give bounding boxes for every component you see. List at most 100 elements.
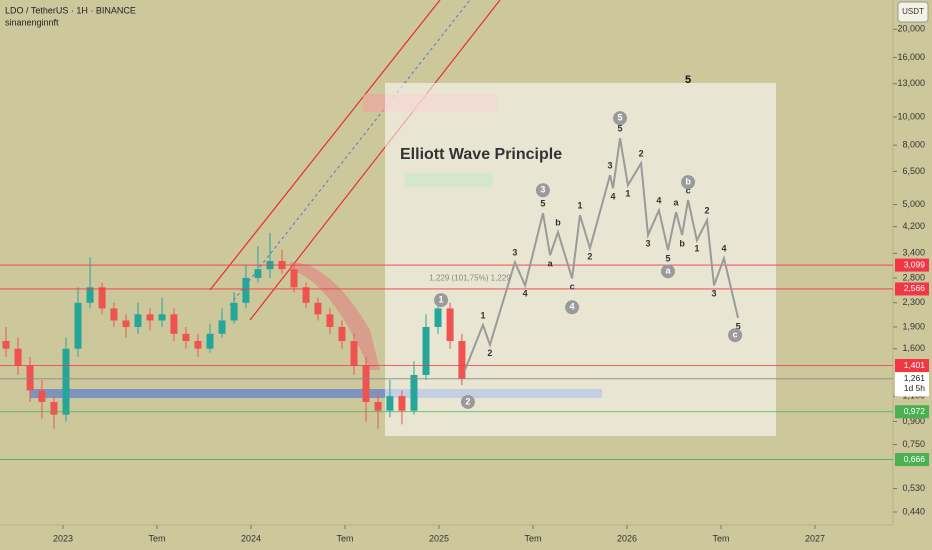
y-tick-label: 2,300	[902, 297, 925, 307]
wave-label: 4	[611, 192, 616, 202]
candle-body	[2, 341, 10, 349]
wave-label: 1	[480, 310, 485, 320]
y-tick-label: 16,000	[897, 52, 925, 62]
candle-body	[134, 314, 142, 327]
candle-body	[86, 287, 94, 303]
candle-body	[50, 401, 58, 415]
candle-body	[158, 314, 166, 321]
price-label-box	[895, 405, 929, 419]
x-tick-label: Tem	[524, 533, 541, 543]
wave-path	[463, 138, 740, 371]
candle-body	[458, 341, 466, 379]
y-tick-label: 0,900	[902, 416, 925, 426]
wave-circle	[613, 111, 628, 126]
currency-box[interactable]	[897, 1, 929, 23]
wave-label: 3	[512, 248, 517, 258]
y-tick-label: 6,500	[902, 166, 925, 176]
chart-title: LDO / TetherUS · 1H · BINANCE	[5, 5, 136, 15]
wave-label: 1	[694, 244, 699, 254]
candle-body	[242, 277, 250, 303]
candle-body	[374, 401, 382, 411]
channel-line	[249, 0, 501, 321]
candle-body	[410, 374, 418, 411]
y-tick-label: 20,000	[897, 24, 925, 34]
price-label-box	[895, 282, 929, 296]
wave-label: b	[555, 218, 561, 228]
wave-label: 4	[721, 244, 726, 254]
candle-body	[206, 333, 214, 349]
candle-body	[146, 314, 154, 321]
wave-label: 2	[705, 206, 710, 216]
wave-label: c	[570, 282, 575, 292]
candle-body	[74, 302, 82, 349]
x-tick-label: 2024	[241, 533, 261, 543]
candle-body	[398, 396, 406, 411]
wave-circle-label: 1	[439, 294, 444, 304]
wave-label: 4	[656, 196, 661, 206]
wave-circle	[728, 328, 743, 343]
wave-circle	[681, 175, 696, 190]
candle-body	[62, 348, 70, 415]
wave-circle-label: 2	[465, 396, 470, 406]
wave-label: a	[548, 259, 554, 269]
candle-body	[218, 320, 226, 334]
candle-body	[326, 314, 334, 327]
annotation: 5	[685, 74, 691, 86]
wave-circle-label: 5	[618, 113, 623, 123]
candle-body	[338, 326, 346, 342]
wave-label: a	[674, 198, 680, 208]
channel-mid	[229, 0, 471, 306]
candle-body	[38, 390, 46, 402]
candle-body	[362, 365, 370, 402]
x-tick-label: 2027	[805, 533, 825, 543]
wave-label: 4	[523, 289, 528, 299]
wave-label: 5	[540, 199, 545, 209]
candle-body	[26, 365, 34, 391]
chart-subtitle: sinanenginnft	[5, 17, 59, 27]
zone	[405, 173, 493, 187]
zone	[30, 389, 602, 398]
currency[interactable]: USDT	[902, 7, 924, 16]
wave-circle	[535, 183, 550, 198]
y-tick-label: 1,900	[902, 321, 925, 331]
y-tick-label: 2,800	[902, 272, 925, 282]
wave-circle-label: c	[733, 330, 738, 340]
candle-body	[302, 287, 310, 303]
wave-label: 2	[639, 149, 644, 159]
wave-label: 3	[712, 289, 717, 299]
y-tick-label: 13,000	[897, 78, 925, 88]
wave-circle	[660, 264, 675, 279]
wave-label: 1	[625, 189, 630, 199]
candle-body	[446, 308, 454, 342]
price-label-box	[895, 372, 929, 397]
y-tick-label: 0,750	[902, 439, 925, 449]
box-title: Elliott Wave Principle	[400, 146, 562, 163]
y-tick-label: 0,530	[902, 483, 925, 493]
price-label-box	[895, 453, 929, 467]
wave-label: 3	[608, 161, 613, 171]
wave-label: 5	[665, 253, 670, 263]
price-label: 0,666	[904, 454, 926, 464]
price-countdown: 1d 5h	[904, 383, 926, 393]
x-tick-label: Tem	[712, 533, 729, 543]
y-tick-label: 5,000	[902, 199, 925, 209]
candle-body	[434, 308, 442, 327]
wave-box	[385, 83, 776, 436]
y-tick-label: 4,200	[902, 221, 925, 231]
wave-circle	[460, 394, 475, 409]
wave-label: 5	[618, 124, 623, 134]
wave-circle-label: 4	[570, 302, 575, 312]
candle-body	[386, 396, 394, 411]
y-tick-label: 1,600	[902, 343, 925, 353]
candle-body	[230, 302, 238, 321]
wave-label: c	[686, 185, 691, 195]
wave-label: 5	[736, 321, 741, 331]
candle-body	[314, 302, 322, 315]
price-label-box	[895, 359, 929, 373]
price-label: 3,099	[904, 259, 926, 269]
candle-body	[182, 333, 190, 342]
wave-label: 2	[587, 252, 592, 262]
y-tick-label: 10,000	[897, 111, 925, 121]
price-label: 0,972	[904, 406, 926, 416]
